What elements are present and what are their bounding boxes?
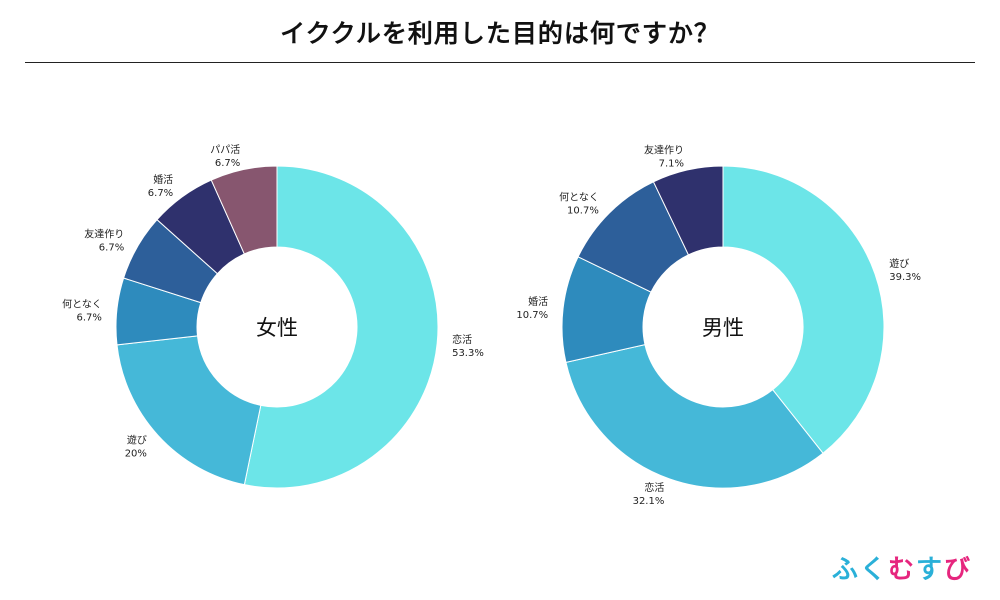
male-slice-0 bbox=[722, 165, 885, 454]
male-center-label: 男性 bbox=[702, 316, 744, 340]
logo-char-4: び bbox=[943, 555, 972, 585]
female-slice-label-4: 婚活 bbox=[153, 173, 173, 186]
female-slice-0 bbox=[243, 165, 439, 489]
male-slice-4 bbox=[652, 165, 724, 256]
page-title: イククルを利用した目的は何ですか？ bbox=[280, 19, 720, 48]
male-slice-label-4: 友達作り bbox=[644, 143, 684, 156]
logo-char-3: す bbox=[915, 555, 944, 585]
male-slice-value-1: 32.1% bbox=[633, 496, 665, 507]
logo-char-2: む bbox=[887, 555, 916, 585]
logo-char-0: ふ bbox=[831, 555, 860, 585]
title-divider bbox=[25, 62, 975, 63]
male-slice-value-0: 39.3% bbox=[889, 272, 921, 283]
female-slice-5 bbox=[210, 165, 278, 255]
male-slice-label-2: 婚活 bbox=[528, 295, 548, 308]
female-slice-value-0: 53.3% bbox=[452, 348, 484, 359]
male-slice-1 bbox=[565, 343, 824, 489]
male-slice-label-0: 遊び bbox=[889, 257, 909, 270]
female-slice-label-2: 何となく bbox=[62, 298, 102, 311]
male-slice-value-3: 10.7% bbox=[567, 205, 599, 216]
female-slice-1 bbox=[116, 335, 262, 486]
female-slice-value-1: 20% bbox=[125, 449, 147, 460]
female-slice-label-0: 恋活 bbox=[452, 333, 472, 346]
female-center-label: 女性 bbox=[256, 316, 298, 340]
female-slice-value-4: 6.7% bbox=[148, 188, 173, 199]
male-slice-label-1: 恋活 bbox=[644, 481, 664, 494]
male-slice-label-3: 何となく bbox=[559, 190, 599, 203]
female-slice-value-5: 6.7% bbox=[215, 158, 240, 169]
brand-logo: ふくむすび bbox=[832, 549, 972, 586]
male-slice-value-4: 7.1% bbox=[659, 158, 684, 169]
female-slice-label-3: 友達作り bbox=[84, 228, 124, 241]
female-slice-label-5: パパ活 bbox=[210, 144, 240, 156]
female-slice-label-1: 遊び bbox=[127, 434, 147, 447]
female-slice-value-3: 6.7% bbox=[99, 243, 124, 254]
male-slice-value-2: 10.7% bbox=[516, 310, 548, 321]
logo-char-1: く bbox=[859, 555, 888, 585]
female-slice-value-2: 6.7% bbox=[76, 313, 101, 324]
